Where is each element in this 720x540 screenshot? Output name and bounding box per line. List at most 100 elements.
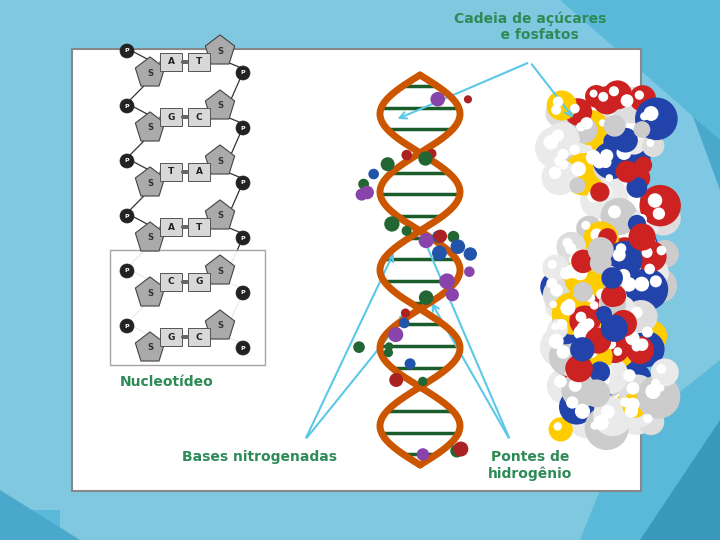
Circle shape bbox=[549, 417, 573, 442]
Circle shape bbox=[564, 98, 592, 126]
Circle shape bbox=[657, 246, 666, 255]
Circle shape bbox=[552, 323, 559, 330]
Circle shape bbox=[431, 92, 445, 106]
Circle shape bbox=[554, 422, 562, 430]
Circle shape bbox=[588, 237, 613, 263]
Circle shape bbox=[597, 259, 634, 295]
Circle shape bbox=[596, 289, 608, 300]
Text: G: G bbox=[167, 333, 175, 341]
Circle shape bbox=[601, 267, 623, 289]
Text: C: C bbox=[168, 278, 174, 287]
Circle shape bbox=[648, 193, 662, 208]
Circle shape bbox=[575, 312, 586, 322]
Circle shape bbox=[401, 308, 410, 318]
Text: S: S bbox=[147, 343, 153, 353]
Circle shape bbox=[550, 284, 563, 296]
Circle shape bbox=[600, 154, 608, 163]
Circle shape bbox=[596, 306, 612, 322]
Circle shape bbox=[553, 260, 589, 295]
Circle shape bbox=[636, 339, 649, 351]
Circle shape bbox=[609, 86, 619, 96]
Circle shape bbox=[626, 336, 654, 364]
Text: S: S bbox=[217, 212, 223, 220]
Polygon shape bbox=[135, 277, 165, 306]
Circle shape bbox=[635, 132, 642, 140]
Circle shape bbox=[120, 319, 134, 333]
Text: P: P bbox=[240, 235, 246, 240]
Circle shape bbox=[181, 225, 185, 229]
Circle shape bbox=[636, 375, 680, 418]
Circle shape bbox=[588, 370, 616, 398]
Text: S: S bbox=[217, 102, 223, 111]
Circle shape bbox=[577, 141, 620, 184]
Circle shape bbox=[616, 243, 626, 254]
Circle shape bbox=[616, 362, 652, 398]
Circle shape bbox=[626, 397, 639, 411]
Circle shape bbox=[600, 260, 611, 271]
Circle shape bbox=[559, 237, 591, 269]
Circle shape bbox=[609, 322, 621, 333]
Circle shape bbox=[603, 314, 639, 350]
Circle shape bbox=[613, 87, 649, 123]
Circle shape bbox=[636, 239, 657, 259]
Circle shape bbox=[236, 286, 250, 300]
FancyBboxPatch shape bbox=[160, 273, 182, 291]
Circle shape bbox=[569, 254, 579, 265]
Circle shape bbox=[594, 253, 625, 285]
Circle shape bbox=[181, 115, 185, 119]
Circle shape bbox=[120, 99, 134, 113]
Circle shape bbox=[546, 278, 557, 289]
Circle shape bbox=[185, 280, 189, 284]
Circle shape bbox=[590, 183, 610, 201]
Circle shape bbox=[540, 325, 583, 368]
Circle shape bbox=[545, 123, 580, 157]
Circle shape bbox=[390, 373, 403, 387]
Circle shape bbox=[448, 231, 459, 242]
Circle shape bbox=[594, 179, 628, 213]
Circle shape bbox=[578, 329, 600, 352]
Circle shape bbox=[617, 323, 658, 363]
Circle shape bbox=[593, 155, 606, 168]
Circle shape bbox=[585, 406, 629, 450]
Circle shape bbox=[588, 190, 600, 202]
Circle shape bbox=[562, 238, 572, 248]
Text: G: G bbox=[167, 112, 175, 122]
Circle shape bbox=[608, 205, 621, 218]
Circle shape bbox=[640, 112, 649, 120]
Circle shape bbox=[575, 404, 590, 419]
Circle shape bbox=[388, 327, 403, 342]
Circle shape bbox=[593, 141, 630, 179]
Circle shape bbox=[643, 414, 652, 423]
Text: P: P bbox=[125, 268, 130, 273]
Circle shape bbox=[582, 380, 611, 407]
Circle shape bbox=[629, 224, 656, 251]
Circle shape bbox=[622, 327, 647, 351]
Circle shape bbox=[634, 236, 644, 246]
Circle shape bbox=[546, 91, 577, 120]
Circle shape bbox=[361, 186, 374, 199]
Polygon shape bbox=[135, 112, 165, 141]
Circle shape bbox=[540, 272, 572, 303]
Circle shape bbox=[593, 397, 632, 436]
Circle shape bbox=[439, 273, 455, 289]
Circle shape bbox=[576, 122, 585, 132]
Circle shape bbox=[610, 310, 637, 337]
Circle shape bbox=[120, 209, 134, 223]
Circle shape bbox=[591, 356, 629, 394]
Circle shape bbox=[565, 317, 606, 359]
Circle shape bbox=[596, 254, 606, 264]
FancyBboxPatch shape bbox=[110, 250, 265, 365]
Circle shape bbox=[565, 369, 572, 376]
FancyBboxPatch shape bbox=[188, 273, 210, 291]
Circle shape bbox=[639, 185, 681, 226]
Circle shape bbox=[586, 346, 598, 358]
Circle shape bbox=[644, 264, 655, 274]
Circle shape bbox=[627, 332, 636, 340]
Circle shape bbox=[570, 337, 595, 362]
FancyBboxPatch shape bbox=[160, 163, 182, 181]
Circle shape bbox=[557, 346, 570, 359]
Circle shape bbox=[636, 236, 645, 244]
Circle shape bbox=[236, 176, 250, 190]
Circle shape bbox=[577, 355, 588, 366]
Circle shape bbox=[564, 256, 606, 298]
